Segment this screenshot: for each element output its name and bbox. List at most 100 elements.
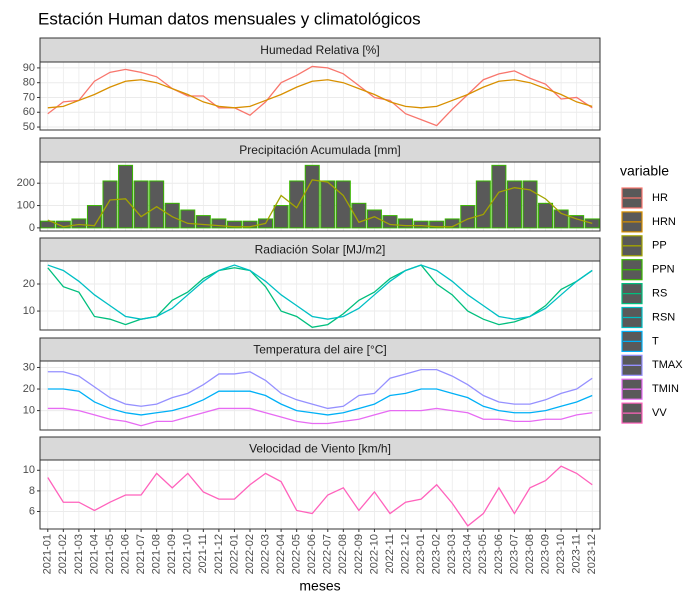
legend-label: RSN: [652, 311, 675, 323]
x-tick-label: 2021-12: [213, 534, 225, 574]
bar: [289, 180, 305, 229]
legend-label: T: [652, 335, 659, 347]
x-axis-label: meses: [299, 578, 340, 593]
y-tick-label: 20: [23, 383, 35, 395]
bar: [242, 220, 258, 229]
x-tick-label: 2021-09: [166, 534, 178, 574]
panel-bg: [40, 162, 600, 231]
series-line: [47, 79, 593, 109]
x-tick-label: 2023-09: [539, 534, 551, 574]
x-tick-label: 2022-02: [244, 534, 256, 574]
panel-bg: [40, 62, 600, 130]
y-tick-label: 70: [23, 91, 35, 103]
legend-label: VV: [652, 407, 667, 419]
bar: [506, 180, 522, 229]
x-tick-label: 2023-01: [415, 534, 427, 574]
x-tick-label: 2023-05: [477, 534, 489, 574]
series-line: [47, 264, 593, 328]
x-tick-label: 2022-04: [275, 534, 287, 574]
legend-label: TMIN: [652, 383, 679, 395]
bar: [164, 202, 180, 229]
bar: [71, 218, 87, 229]
panel-title: Velocidad de Viento [km/h]: [249, 442, 391, 456]
panel-border: [39, 161, 601, 232]
strip: [39, 137, 601, 163]
legend-label: RS: [652, 288, 667, 300]
x-tick-label: 2023-08: [524, 534, 536, 574]
x-tick-label: 2021-04: [88, 534, 100, 574]
x-tick-label: 2023-07: [508, 534, 520, 574]
y-tick-label: 60: [23, 106, 35, 118]
bar: [304, 164, 320, 229]
y-tick-label: 80: [23, 77, 35, 89]
bar: [491, 164, 507, 229]
x-tick-label: 2021-01: [42, 534, 54, 574]
bar: [429, 220, 445, 229]
x-tick-label: 2023-04: [462, 534, 474, 574]
bar: [320, 180, 336, 229]
legend-label: HRN: [652, 216, 676, 228]
y-tick-label: 50: [23, 121, 35, 133]
panel-title: Temperatura del aire [°C]: [253, 343, 387, 357]
bar: [413, 220, 429, 229]
legend-label: HR: [652, 192, 668, 204]
series-line: [47, 465, 593, 527]
x-tick-label: 2021-11: [197, 534, 209, 574]
bar: [102, 180, 118, 229]
bar: [351, 202, 367, 229]
bar: [149, 180, 165, 229]
x-tick-label: 2023-10: [555, 534, 567, 574]
y-tick-label: 10: [23, 305, 35, 317]
bar: [226, 220, 242, 229]
x-tick-label: 2022-12: [399, 534, 411, 574]
x-tick-label: 2022-06: [306, 534, 318, 574]
x-tick-label: 2022-07: [322, 534, 334, 574]
bar: [398, 218, 414, 229]
bar: [273, 205, 289, 229]
x-tick-label: 2022-01: [228, 534, 240, 574]
bar: [86, 205, 102, 229]
panel-title: Radiación Solar [MJ/m2]: [255, 243, 386, 257]
series-line: [47, 368, 593, 410]
strip: [39, 37, 601, 63]
panel-title: Precipitación Acumulada [mm]: [239, 143, 400, 157]
legend-label: PPN: [652, 264, 675, 276]
bar: [522, 180, 538, 229]
y-tick-label: 20: [23, 278, 35, 290]
y-tick-label: 200: [17, 177, 35, 189]
x-tick-label: 2022-11: [384, 534, 396, 574]
y-tick-label: 10: [23, 405, 35, 417]
x-tick-label: 2021-06: [119, 534, 131, 574]
x-tick-label: 2021-05: [104, 534, 116, 574]
legend-title: variable: [620, 163, 669, 179]
x-tick-label: 2021-03: [73, 534, 85, 574]
y-tick-label: 30: [23, 361, 35, 373]
chart-title: Estación Human datos mensuales y climato…: [38, 9, 421, 28]
y-tick-label: 8: [29, 485, 35, 497]
panel-title: Humedad Relativa [%]: [260, 43, 379, 57]
bar: [180, 209, 196, 229]
bar: [538, 202, 554, 229]
y-tick-label: 100: [17, 199, 35, 211]
bar: [195, 215, 211, 229]
x-tick-label: 2021-07: [135, 534, 147, 574]
x-tick-label: 2021-10: [182, 534, 194, 574]
x-tick-label: 2023-03: [446, 534, 458, 574]
y-tick-label: 0: [29, 222, 35, 234]
panel-border: [39, 61, 601, 131]
x-tick-label: 2023-11: [571, 534, 583, 574]
bar: [133, 180, 149, 229]
x-tick-label: 2023-06: [493, 534, 505, 574]
panel-bg: [40, 261, 600, 330]
y-tick-label: 6: [29, 505, 35, 517]
panel-bg: [40, 361, 600, 430]
panel-border: [39, 360, 601, 431]
series-line: [47, 179, 593, 228]
legend-label: PP: [652, 240, 667, 252]
x-tick-label: 2022-10: [368, 534, 380, 574]
bar: [475, 180, 491, 229]
x-tick-label: 2022-08: [337, 534, 349, 574]
series-line: [47, 388, 593, 416]
series-line: [47, 65, 593, 127]
x-tick-label: 2021-08: [151, 534, 163, 574]
